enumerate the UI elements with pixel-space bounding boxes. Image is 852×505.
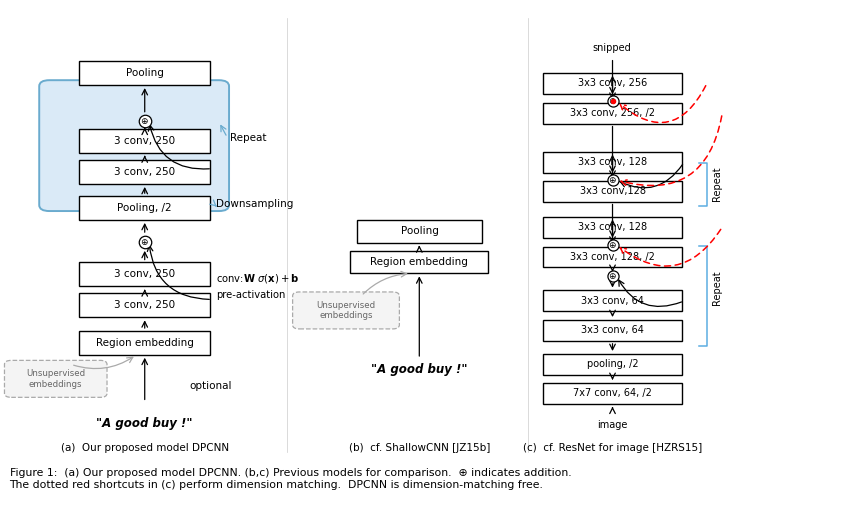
Text: Region embedding: Region embedding <box>95 338 193 348</box>
Text: Repeat: Repeat <box>711 270 722 305</box>
Text: Downsampling: Downsampling <box>216 199 293 209</box>
Text: (c)  cf. ResNet for image [HZRS15]: (c) cf. ResNet for image [HZRS15] <box>522 443 701 453</box>
FancyBboxPatch shape <box>292 292 399 329</box>
Text: snipped: snipped <box>592 43 630 53</box>
Text: Repeat: Repeat <box>711 167 722 201</box>
FancyBboxPatch shape <box>543 320 681 341</box>
Text: 7x7 conv, 64, /2: 7x7 conv, 64, /2 <box>573 388 651 398</box>
FancyBboxPatch shape <box>543 103 681 124</box>
FancyBboxPatch shape <box>79 293 210 318</box>
Text: 3 conv, 250: 3 conv, 250 <box>114 167 175 177</box>
Text: Pooling, /2: Pooling, /2 <box>118 203 172 213</box>
Text: 3x3 conv, 64: 3x3 conv, 64 <box>580 296 643 306</box>
FancyBboxPatch shape <box>39 80 229 211</box>
FancyBboxPatch shape <box>79 331 210 355</box>
Text: image: image <box>596 420 626 430</box>
Text: 3x3 conv,128: 3x3 conv,128 <box>579 186 645 196</box>
FancyBboxPatch shape <box>79 129 210 153</box>
Text: $\oplus$: $\oplus$ <box>141 116 149 126</box>
Text: 3x3 conv, 128, /2: 3x3 conv, 128, /2 <box>569 252 654 262</box>
FancyBboxPatch shape <box>543 383 681 404</box>
Text: "A good buy !": "A good buy !" <box>96 417 193 430</box>
Text: optional: optional <box>189 381 232 391</box>
FancyBboxPatch shape <box>357 220 482 242</box>
FancyBboxPatch shape <box>4 361 106 397</box>
Text: (a)  Our proposed model DPCNN: (a) Our proposed model DPCNN <box>60 443 228 453</box>
Text: 3x3 conv, 256, /2: 3x3 conv, 256, /2 <box>569 108 654 118</box>
Text: Unsupervised
embeddings: Unsupervised embeddings <box>316 301 375 320</box>
FancyBboxPatch shape <box>543 290 681 312</box>
Text: 3x3 conv, 128: 3x3 conv, 128 <box>578 157 647 167</box>
Text: $\oplus$: $\oplus$ <box>607 272 616 281</box>
Text: $\oplus$: $\oplus$ <box>141 236 149 246</box>
Text: 3x3 conv, 64: 3x3 conv, 64 <box>580 325 643 335</box>
FancyBboxPatch shape <box>79 263 210 286</box>
Text: 3x3 conv, 128: 3x3 conv, 128 <box>578 222 647 232</box>
Text: Unsupervised
embeddings: Unsupervised embeddings <box>26 369 85 388</box>
Text: $\oplus$: $\oplus$ <box>607 240 616 250</box>
Text: "A good buy !": "A good buy !" <box>371 364 467 376</box>
Text: Figure 1:  (a) Our proposed model DPCNN. (b,c) Previous models for comparison.  : Figure 1: (a) Our proposed model DPCNN. … <box>9 468 571 490</box>
Text: Repeat: Repeat <box>230 133 266 142</box>
FancyBboxPatch shape <box>543 73 681 93</box>
FancyBboxPatch shape <box>543 354 681 375</box>
FancyBboxPatch shape <box>543 152 681 173</box>
Text: Pooling: Pooling <box>400 226 438 236</box>
FancyBboxPatch shape <box>350 250 488 274</box>
Text: (b)  cf. ShallowCNN [JZ15b]: (b) cf. ShallowCNN [JZ15b] <box>348 443 489 453</box>
Text: $\oplus$: $\oplus$ <box>607 175 616 185</box>
FancyBboxPatch shape <box>79 196 210 220</box>
Text: pre-activation: pre-activation <box>216 290 285 300</box>
FancyBboxPatch shape <box>543 217 681 237</box>
Text: 3 conv, 250: 3 conv, 250 <box>114 136 175 145</box>
Text: $\oplus$: $\oplus$ <box>607 96 616 106</box>
FancyBboxPatch shape <box>79 160 210 184</box>
Text: Region embedding: Region embedding <box>370 257 468 267</box>
Text: conv:$\mathbf{W}\ \sigma(\mathbf{x})+\mathbf{b}$: conv:$\mathbf{W}\ \sigma(\mathbf{x})+\ma… <box>216 272 299 285</box>
FancyBboxPatch shape <box>543 181 681 201</box>
Text: 3 conv, 250: 3 conv, 250 <box>114 300 175 311</box>
Text: pooling, /2: pooling, /2 <box>586 360 637 369</box>
Text: 3 conv, 250: 3 conv, 250 <box>114 270 175 279</box>
FancyBboxPatch shape <box>543 246 681 268</box>
Text: 3x3 conv, 256: 3x3 conv, 256 <box>577 78 647 88</box>
Text: Pooling: Pooling <box>125 68 164 78</box>
FancyBboxPatch shape <box>79 61 210 85</box>
